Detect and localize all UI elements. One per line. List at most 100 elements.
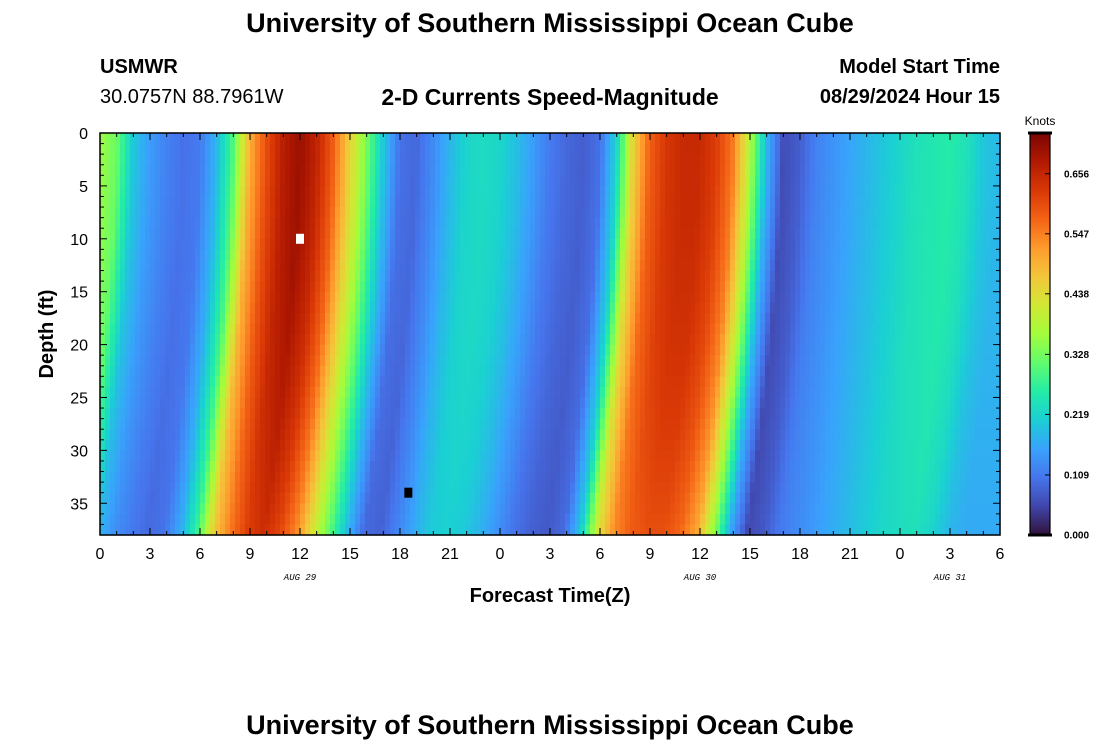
heatmap-cell: [990, 365, 996, 377]
heatmap-cell: [735, 238, 741, 250]
heatmap-cell: [545, 386, 551, 399]
heatmap-cell: [295, 291, 301, 303]
heatmap-cell: [225, 312, 231, 325]
heatmap-cell: [860, 312, 866, 325]
heatmap-cell: [875, 207, 881, 219]
heatmap-cell: [610, 154, 616, 166]
heatmap-cell: [875, 259, 881, 272]
heatmap-cell: [880, 154, 886, 166]
heatmap-cell: [340, 207, 346, 219]
heatmap-cell: [825, 302, 831, 314]
heatmap-cell: [670, 259, 676, 272]
heatmap-cell: [885, 259, 891, 272]
heatmap-cell: [515, 386, 521, 399]
heatmap-cell: [295, 133, 301, 145]
heatmap-cell: [325, 365, 331, 377]
heatmap-cell: [330, 196, 336, 208]
heatmap-cell: [660, 249, 666, 261]
heatmap-cell: [345, 238, 351, 250]
heatmap-cell: [635, 143, 641, 155]
heatmap-cell: [335, 334, 341, 346]
heatmap-cell: [410, 164, 416, 176]
heatmap-cell: [565, 291, 571, 303]
heatmap-cell: [310, 302, 316, 314]
heatmap-cell: [495, 408, 501, 420]
heatmap-cell: [340, 355, 346, 367]
heatmap-cell: [385, 397, 391, 409]
heatmap-cell: [220, 376, 226, 388]
heatmap-cell: [420, 323, 426, 335]
heatmap-cell: [650, 185, 656, 198]
heatmap-cell: [825, 207, 831, 219]
heatmap-cell: [225, 355, 231, 367]
heatmap-cell: [700, 185, 706, 198]
heatmap-cell: [525, 386, 531, 399]
heatmap-cell: [285, 228, 291, 240]
heatmap-cell: [885, 386, 891, 399]
heatmap-cell: [605, 323, 611, 335]
heatmap-cell: [595, 238, 601, 250]
heatmap-cell: [115, 334, 121, 346]
heatmap-cell: [445, 376, 451, 388]
heatmap-cell: [205, 238, 211, 250]
heatmap-cell: [220, 133, 226, 145]
heatmap-cell: [725, 175, 731, 187]
heatmap-cell: [715, 196, 721, 208]
heatmap-cell: [730, 281, 736, 293]
heatmap-cell: [460, 133, 466, 145]
heatmap-cell: [795, 281, 801, 293]
heatmap-cell: [755, 249, 761, 261]
heatmap-cell: [715, 164, 721, 176]
heatmap-cell: [705, 365, 711, 377]
heatmap-cell: [590, 259, 596, 272]
heatmap-cell: [210, 154, 216, 166]
heatmap-cell: [320, 154, 326, 166]
heatmap-cell: [210, 270, 216, 282]
heatmap-cell: [455, 376, 461, 388]
heatmap-cell: [815, 281, 821, 293]
heatmap-cell: [190, 164, 196, 176]
heatmap-cell: [355, 196, 361, 208]
heatmap-cell: [375, 302, 381, 314]
heatmap-cell: [305, 249, 311, 261]
heatmap-cell: [490, 418, 496, 430]
heatmap-cell: [690, 281, 696, 293]
heatmap-cell: [650, 386, 656, 399]
heatmap-cell: [960, 291, 966, 303]
heatmap-cell: [330, 217, 336, 229]
heatmap-cell: [935, 376, 941, 388]
heatmap-cell: [450, 344, 456, 356]
heatmap-cell: [750, 207, 756, 219]
heatmap-cell: [990, 302, 996, 314]
heatmap-cell: [545, 418, 551, 430]
heatmap-cell: [460, 281, 466, 293]
heatmap-cell: [495, 334, 501, 346]
heatmap-cell: [695, 334, 701, 346]
heatmap-cell: [875, 154, 881, 166]
heatmap-cell: [830, 376, 836, 388]
heatmap-cell: [660, 291, 666, 303]
heatmap-cell: [205, 217, 211, 229]
heatmap-cell: [995, 386, 1001, 399]
heatmap-cell: [835, 344, 841, 356]
heatmap-cell: [425, 334, 431, 346]
heatmap-cell: [230, 397, 236, 409]
heatmap-cell: [590, 175, 596, 187]
heatmap-cell: [605, 376, 611, 388]
heatmap-cell: [175, 164, 181, 176]
heatmap-cell: [670, 217, 676, 229]
heatmap-cell: [960, 365, 966, 377]
heatmap-cell: [680, 143, 686, 155]
heatmap-cell: [425, 249, 431, 261]
heatmap-cell: [200, 154, 206, 166]
heatmap-cell: [850, 259, 856, 272]
heatmap-cell: [640, 217, 646, 229]
heatmap-cell: [610, 344, 616, 356]
heatmap-cell: [790, 164, 796, 176]
heatmap-cell: [680, 259, 686, 272]
heatmap-cell: [110, 365, 116, 377]
heatmap-cell: [630, 291, 636, 303]
heatmap-cell: [520, 355, 526, 367]
heatmap-cell: [115, 217, 121, 229]
heatmap-cell: [385, 355, 391, 367]
